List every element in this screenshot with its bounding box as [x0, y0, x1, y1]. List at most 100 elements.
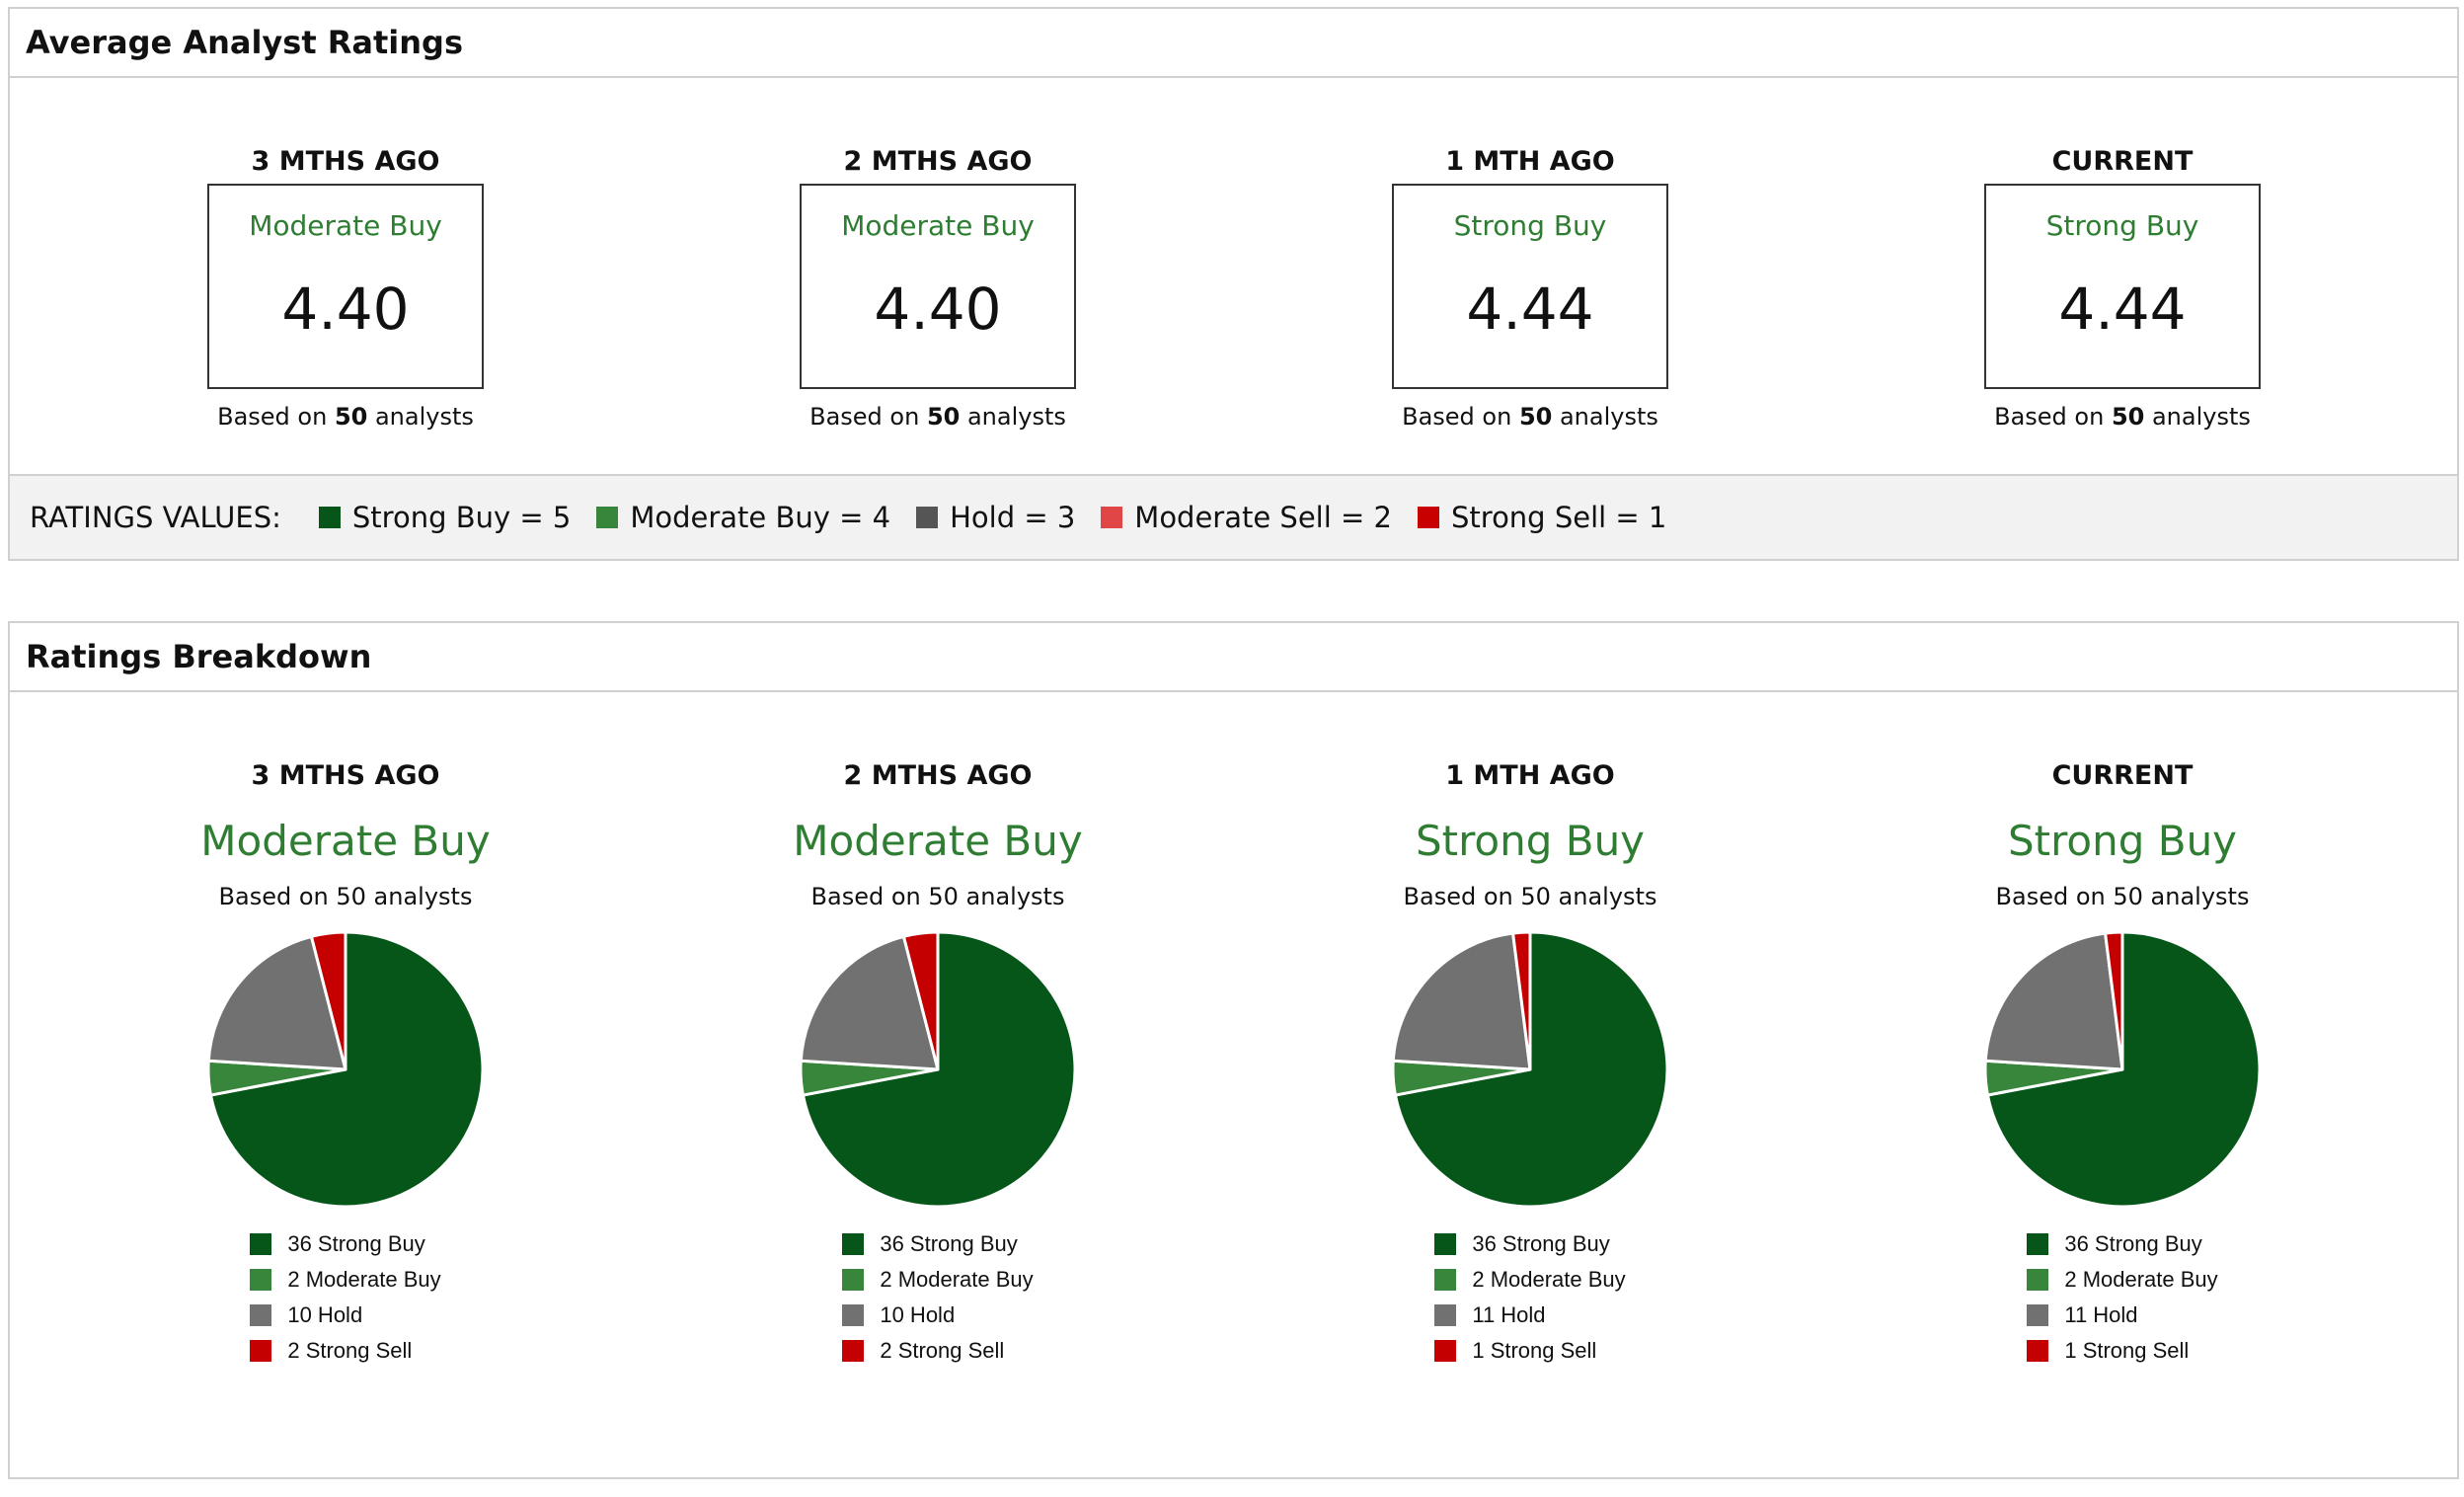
- rating-label: Strong Buy: [2007, 817, 2238, 865]
- rating-score: 4.40: [281, 276, 410, 343]
- legend-swatch: [1418, 507, 1439, 528]
- legend-item: Strong Buy = 5: [318, 501, 572, 534]
- pie-chart: [1983, 930, 2262, 1209]
- legend-label: Strong Buy = 5: [351, 501, 572, 534]
- pie-slice-strong-sell: [901, 930, 940, 1071]
- based-prefix: Based on: [809, 403, 927, 431]
- panel-title: Ratings Breakdown: [10, 623, 2457, 692]
- pie-legend-item: 36 Strong Buy: [250, 1226, 440, 1262]
- legend-label: 2 Strong Sell: [287, 1338, 413, 1363]
- legend-swatch: [842, 1233, 865, 1255]
- analyst-count: 50: [2111, 403, 2145, 431]
- legend-label: 10 Hold: [880, 1302, 956, 1327]
- pie-chart: [799, 930, 1077, 1209]
- rating-score: 4.44: [1466, 276, 1594, 343]
- legend-swatch: [596, 507, 619, 528]
- pie-legend: 36 Strong Buy 2 Moderate Buy 10 Hold 2 Stro…: [250, 1226, 441, 1369]
- pie-legend-item: 1 Strong Sell: [1434, 1333, 1625, 1369]
- average-period: 3 MTHS AGO Moderate Buy 4.40 Based on 50 an…: [49, 142, 642, 431]
- legend-swatch: [1434, 1304, 1457, 1326]
- pie-chart: [206, 930, 485, 1209]
- legend-label: 1 Strong Sell: [2064, 1338, 2190, 1363]
- pie-legend-item: 2 Strong Sell: [250, 1333, 440, 1369]
- based-on-text: Based on 50 analysts: [217, 403, 474, 431]
- analyst-count: 50: [334, 403, 368, 431]
- pie-slice-strong-sell: [1511, 930, 1532, 1071]
- based-prefix: Based on: [1402, 403, 1519, 431]
- legend-label: Moderate Buy = 4: [630, 501, 891, 534]
- pie-legend: 36 Strong Buy 2 Moderate Buy 11 Hold 1 Stro…: [2027, 1226, 2218, 1369]
- legend-swatch: [1434, 1269, 1457, 1291]
- based-suffix: analysts: [2144, 403, 2251, 431]
- legend-swatch: [2027, 1304, 2049, 1326]
- legend-swatch: [1434, 1233, 1457, 1255]
- pie-legend-item: 10 Hold: [842, 1298, 1033, 1333]
- legend-title: RATINGS VALUES:: [30, 501, 281, 534]
- based-on-text: Based on 50 analysts: [1403, 883, 1657, 910]
- legend-label: 11 Hold: [2064, 1302, 2138, 1327]
- legend-swatch: [250, 1233, 272, 1255]
- based-on-text: Based on 50 analysts: [218, 883, 473, 910]
- pie-legend-item: 2 Moderate Buy: [1434, 1262, 1626, 1298]
- pie-slice-hold: [206, 934, 347, 1071]
- pie-legend-item: 36 Strong Buy: [2027, 1226, 2217, 1262]
- based-suffix: analysts: [367, 403, 474, 431]
- pie-legend-item: 11 Hold: [2027, 1298, 2217, 1333]
- rating-label: Moderate Buy: [200, 817, 491, 865]
- legend-label: 2 Strong Sell: [880, 1338, 1005, 1363]
- panel-title: Average Analyst Ratings: [10, 9, 2457, 78]
- legend-swatch: [1434, 1340, 1457, 1362]
- pie-slice-hold: [1391, 931, 1532, 1071]
- based-prefix: Based on: [1994, 403, 2112, 431]
- legend-swatch: [250, 1340, 272, 1362]
- period-label: CURRENT: [2051, 146, 2194, 177]
- rating-box: Moderate Buy 4.40: [800, 184, 1076, 389]
- based-suffix: analysts: [1552, 403, 1658, 431]
- legend-label: 2 Moderate Buy: [880, 1267, 1034, 1292]
- legend-label: 2 Moderate Buy: [287, 1267, 441, 1292]
- average-ratings-panel: Average Analyst Ratings 3 MTHS AGO Modera…: [8, 7, 2459, 561]
- pie-legend-item: 2 Strong Sell: [842, 1333, 1033, 1369]
- rating-box: Strong Buy 4.44: [1984, 184, 2261, 389]
- analyst-count: 50: [1518, 403, 1553, 431]
- period-label: 1 MTH AGO: [1445, 146, 1615, 177]
- pie-legend: 36 Strong Buy 2 Moderate Buy 10 Hold 2 Stro…: [842, 1226, 1034, 1369]
- legend-swatch: [842, 1304, 865, 1326]
- legend-label: 11 Hold: [1472, 1302, 1546, 1327]
- rating-box: Strong Buy 4.44: [1392, 184, 1668, 389]
- period-label: 3 MTHS AGO: [251, 146, 440, 177]
- period-label: 1 MTH AGO: [1445, 760, 1615, 791]
- breakdown-period: CURRENT Strong Buy Based on 50 analysts 36 …: [1826, 756, 2419, 1369]
- legend-label: 36 Strong Buy: [880, 1231, 1018, 1256]
- based-on-text: Based on 50 analysts: [809, 403, 1066, 431]
- legend-label: Strong Sell = 1: [1451, 501, 1667, 534]
- based-prefix: Based on: [217, 403, 335, 431]
- ratings-values-legend: RATINGS VALUES: Strong Buy = 5 Moderate B…: [10, 474, 2457, 559]
- breakdown-period: 1 MTH AGO Strong Buy Based on 50 analysts 3…: [1234, 756, 1826, 1369]
- period-label: 2 MTHS AGO: [843, 146, 1033, 177]
- based-on-text: Based on 50 analysts: [810, 883, 1065, 910]
- rating-label: Strong Buy: [1453, 209, 1607, 242]
- legend-label: 1 Strong Sell: [1472, 1338, 1597, 1363]
- breakdown-period: 2 MTHS AGO Moderate Buy Based on 50 analys…: [642, 756, 1234, 1369]
- average-columns: 3 MTHS AGO Moderate Buy 4.40 Based on 50 an…: [49, 142, 2419, 431]
- rating-score: 4.40: [874, 276, 1002, 343]
- analyst-count: 50: [926, 403, 961, 431]
- period-label: CURRENT: [2051, 760, 2194, 791]
- legend-item: Strong Sell = 1: [1418, 501, 1666, 534]
- legend-label: Moderate Sell = 2: [1134, 501, 1392, 534]
- legend-swatch: [2027, 1233, 2049, 1255]
- legend-swatch: [2027, 1269, 2049, 1291]
- average-period: 2 MTHS AGO Moderate Buy 4.40 Based on 50 an…: [642, 142, 1234, 431]
- rating-label: Strong Buy: [2045, 209, 2199, 242]
- rating-label: Moderate Buy: [249, 209, 442, 242]
- breakdown-period: 3 MTHS AGO Moderate Buy Based on 50 analys…: [49, 756, 642, 1369]
- pie-legend-item: 2 Moderate Buy: [2027, 1262, 2218, 1298]
- pie-legend-item: 36 Strong Buy: [842, 1226, 1033, 1262]
- breakdown-columns: 3 MTHS AGO Moderate Buy Based on 50 analys…: [49, 756, 2419, 1369]
- legend-item: Moderate Sell = 2: [1101, 501, 1392, 534]
- based-on-text: Based on 50 analysts: [1994, 403, 2251, 431]
- legend-label: 36 Strong Buy: [287, 1231, 425, 1256]
- legend-label: 36 Strong Buy: [2064, 1231, 2202, 1256]
- legend-label: Hold = 3: [950, 501, 1076, 534]
